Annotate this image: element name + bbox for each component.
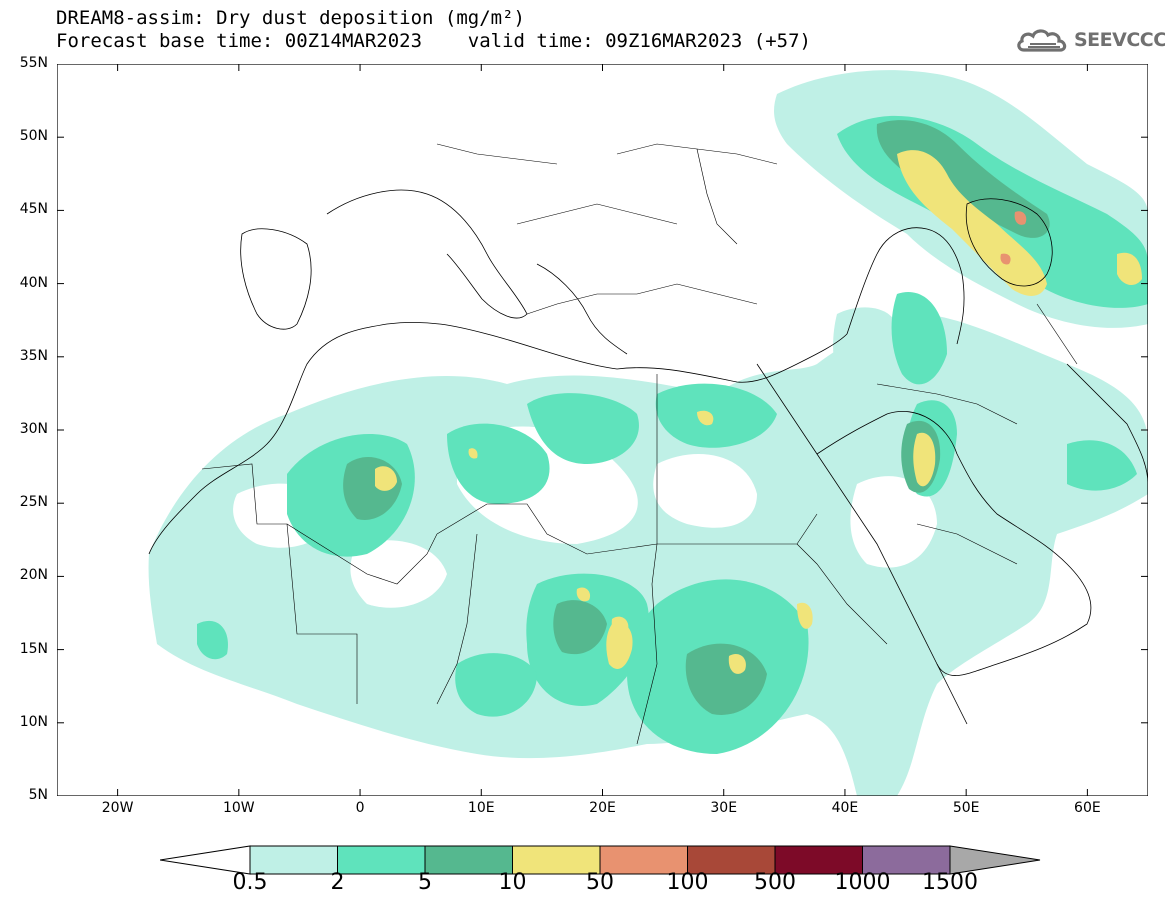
colorbar-box — [424, 845, 513, 875]
colorbar-box — [249, 845, 338, 875]
lon-label: 60E — [1074, 800, 1101, 816]
lat-label: 5N — [28, 787, 48, 803]
lon-label: 10E — [467, 800, 495, 816]
lon-label: 20W — [101, 800, 134, 816]
lon-label: 40E — [831, 800, 859, 816]
colorbar-box — [512, 845, 601, 875]
lat-label: 20N — [19, 567, 48, 584]
colorbar-label: 5 — [418, 870, 432, 895]
map-subtitle: Forecast base time: 00Z14MAR2023 valid t… — [56, 30, 811, 52]
lat-label: 30N — [19, 421, 48, 437]
colorbar-label: 0.5 — [232, 870, 268, 895]
lon-label: 20E — [589, 800, 616, 816]
lat-label: 25N — [19, 494, 48, 511]
lon-label: 0 — [355, 800, 365, 816]
colorbar-box — [599, 845, 688, 875]
colorbar-over-triangle — [949, 845, 1041, 875]
map-panel — [56, 63, 1149, 797]
colorbar-label: 1000 — [834, 870, 891, 895]
seevccc-logo: SEEVCCC — [1016, 28, 1165, 52]
lat-label: 10N — [19, 713, 48, 730]
dust-level-5-areas — [1000, 211, 1027, 265]
colorbar-box — [687, 845, 776, 875]
lon-label: 50E — [952, 800, 980, 816]
dust-map — [56, 63, 1149, 797]
lon-label: 10W — [222, 800, 255, 816]
colorbar — [160, 845, 1041, 875]
lat-label: 35N — [19, 347, 48, 364]
country-borders — [201, 143, 1078, 745]
coastlines — [148, 189, 1149, 725]
lat-label: 50N — [19, 128, 48, 145]
colorbar-label: 500 — [754, 870, 796, 895]
logo-text: SEEVCCC — [1074, 29, 1165, 51]
lat-label: 45N — [19, 201, 48, 218]
lat-label: 40N — [19, 274, 48, 291]
map-title: DREAM8-assim: Dry dust deposition (mg/m²… — [56, 7, 525, 29]
cloud-icon — [1017, 29, 1067, 52]
colorbar-label: 100 — [666, 870, 709, 895]
colorbar-label: 2 — [330, 870, 345, 895]
lat-label: 15N — [19, 640, 48, 657]
lon-label: 30E — [710, 800, 738, 816]
lat-label: 55N — [19, 55, 48, 71]
colorbar-label: 50 — [586, 870, 614, 895]
colorbar-label: 1500 — [922, 870, 978, 895]
colorbar-label: 10 — [498, 870, 527, 895]
colorbar-box — [774, 845, 863, 875]
dust-gaps — [233, 426, 937, 608]
